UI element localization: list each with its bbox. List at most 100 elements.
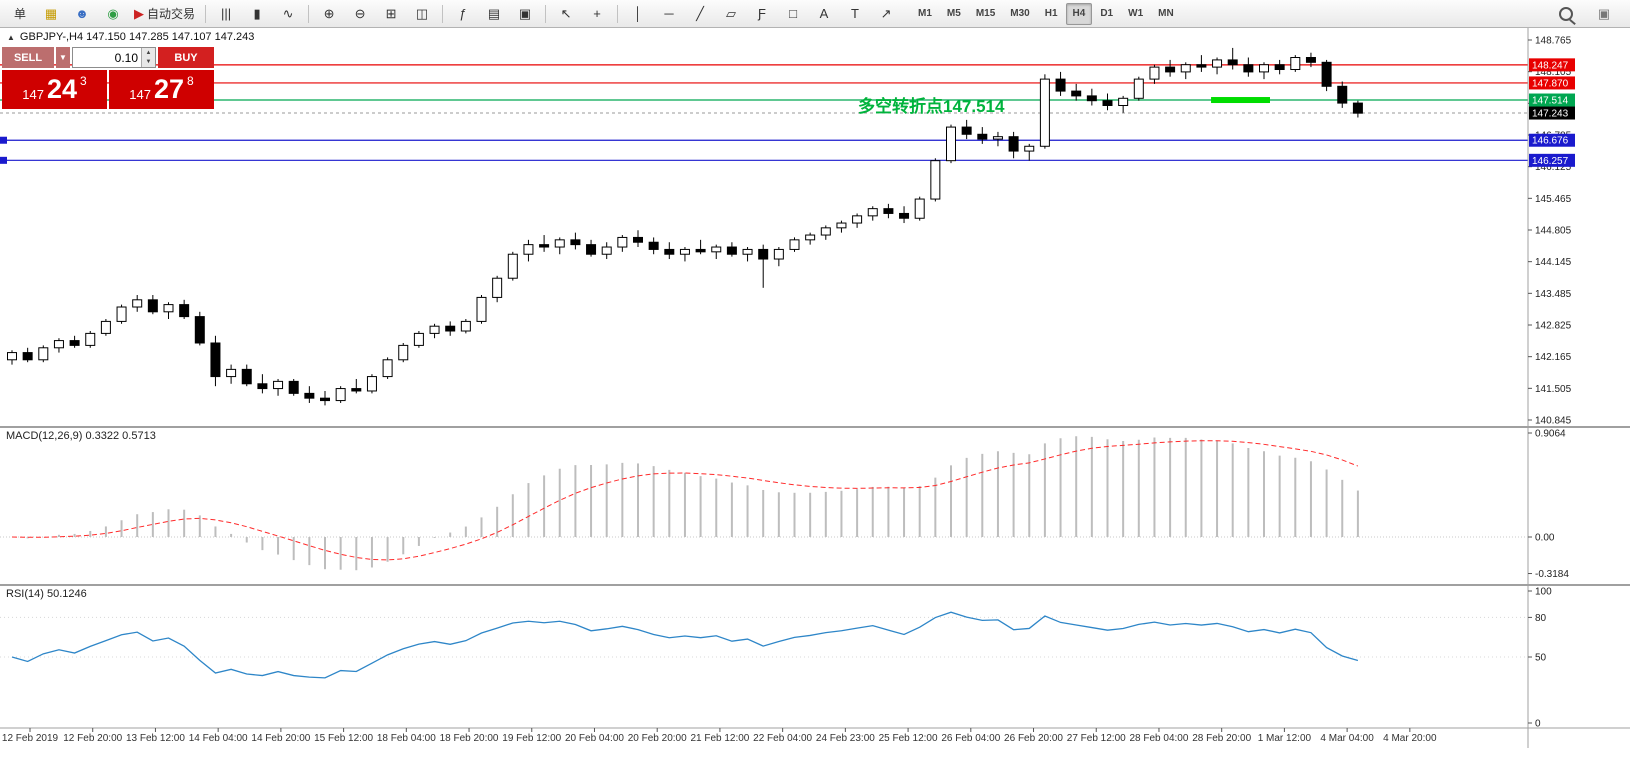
highlight-segment[interactable]	[1211, 97, 1270, 104]
candlestick-chart-icon-button[interactable]: ▮	[242, 2, 272, 26]
candle	[664, 242, 675, 260]
market-watch-icon-glyph: ▦	[44, 6, 58, 21]
candle-body	[257, 383, 268, 390]
candle-body	[633, 236, 643, 243]
lot-value[interactable]: 0.10	[114, 50, 138, 65]
price-tick-label: 143.485	[1535, 289, 1572, 300]
candle-body	[476, 296, 487, 322]
candle	[586, 239, 597, 257]
time-label: 13 Feb 12:00	[126, 733, 185, 744]
grid-icon-button[interactable]: ⊞	[376, 2, 406, 26]
candle-body	[1227, 59, 1238, 66]
order-type-dropdown[interactable]: ▼	[56, 47, 70, 68]
timeframe-h4[interactable]: H4	[1065, 2, 1093, 25]
candle	[977, 127, 988, 144]
fibonacci-icon-button[interactable]: Ƒ	[747, 2, 777, 26]
line-chart-icon-glyph: ∿	[282, 6, 294, 21]
candle	[257, 374, 268, 394]
candle-body	[85, 332, 96, 346]
new-order-button[interactable]: 单	[5, 2, 35, 26]
indicators-icon-button[interactable]: ƒ	[448, 2, 478, 26]
candle	[413, 330, 424, 348]
timeframe-mn[interactable]: MN	[1158, 8, 1174, 19]
shapes-icon-button[interactable]: □	[778, 2, 808, 26]
market-watch-icon-button[interactable]: ▦	[36, 2, 66, 26]
lot-decrease-button[interactable]: ▼	[142, 57, 155, 67]
candle	[726, 242, 737, 257]
trendline-icon-button[interactable]: ╱	[685, 2, 715, 26]
vertical-line-icon-button[interactable]: │	[623, 2, 653, 26]
candle-body	[398, 344, 409, 361]
candle	[429, 323, 440, 339]
pivot-line-price-label	[1529, 93, 1575, 107]
search-button[interactable]	[1551, 2, 1581, 26]
line-handle[interactable]	[0, 136, 7, 144]
profiles-icon: ▣	[1597, 6, 1611, 21]
text-icon-button[interactable]: A	[809, 2, 839, 26]
buy-button[interactable]: BUY	[158, 47, 214, 68]
macd-scale-label: 0.00	[1535, 533, 1555, 544]
timeframe-m5[interactable]: M5	[946, 8, 961, 19]
sell-price-button[interactable]: 147 24 3	[2, 70, 107, 109]
resistance-line-price-label	[1529, 58, 1575, 72]
zoom-out-icon-button[interactable]: ⊖	[345, 2, 375, 26]
timeframe-h1[interactable]: H1	[1044, 8, 1058, 19]
lot-increase-button[interactable]: ▲	[142, 48, 155, 58]
candle-body	[820, 227, 831, 236]
lot-size-input[interactable]: 0.10 ▲ ▼	[72, 47, 156, 68]
autotrading-button[interactable]: ▶ 自动交易	[129, 2, 200, 26]
buy-price-button[interactable]: 147 27 8	[109, 70, 214, 109]
candle-body	[1243, 64, 1254, 73]
time-label: 20 Feb 04:00	[565, 733, 624, 744]
trade-panel-toggle-icon[interactable]: ▲	[7, 32, 15, 42]
toolbar-buttons: 单 ▦ ☻ ◉ ▶ 自动交易 ||| ▮ ∿ ⊕ ⊖ ⊞ ◫ ƒ ▤ ▣ ↖ + │ ─ ╱ ▱ Ƒ □ A T ↗	[5, 2, 901, 26]
candle	[1259, 62, 1269, 80]
arrows-icon-button[interactable]: ↗	[871, 2, 901, 26]
web-globe-icon-button[interactable]: ◉	[98, 2, 128, 26]
sell-button[interactable]: SELL	[2, 47, 54, 68]
candle-body	[304, 392, 315, 399]
candle-body	[664, 248, 675, 255]
tile-windows-icon-button[interactable]: ◫	[407, 2, 437, 26]
candle	[1118, 95, 1129, 113]
candle-body	[852, 215, 863, 224]
profiles-button[interactable]: ▣	[1589, 2, 1619, 26]
periods-icon-button[interactable]: ▤	[479, 2, 509, 26]
candle-body	[1133, 78, 1144, 99]
bar-chart-icon-button[interactable]: |||	[211, 2, 241, 26]
web-globe-icon-glyph: ◉	[107, 6, 119, 21]
sell-price-sup: 3	[80, 74, 87, 88]
candle-body	[1118, 97, 1129, 106]
zoom-in-icon-button[interactable]: ⊕	[314, 2, 344, 26]
candle	[836, 220, 847, 233]
candle-body	[69, 340, 80, 346]
horizontal-line-icon-button[interactable]: ─	[654, 2, 684, 26]
line-handle[interactable]	[0, 156, 7, 164]
fibonacci-icon-glyph: Ƒ	[758, 6, 766, 21]
candle-body	[382, 359, 393, 378]
timeframe-m1[interactable]: M1	[918, 8, 932, 19]
crosshair-icon-button[interactable]: +	[582, 2, 612, 26]
navigator-icon-button[interactable]: ☻	[67, 2, 97, 26]
templates-icon-button[interactable]: ▣	[510, 2, 540, 26]
candle-body	[805, 234, 816, 241]
channel-icon-button[interactable]: ▱	[716, 2, 746, 26]
candle	[805, 232, 816, 245]
candle-body	[1165, 66, 1176, 73]
candle	[852, 213, 863, 228]
timeframe-m15[interactable]: M15	[975, 8, 996, 19]
candle-body	[413, 332, 424, 346]
text-label-icon-button[interactable]: T	[840, 2, 870, 26]
candlestick-chart-icon-glyph: ▮	[253, 6, 261, 21]
candle	[1290, 55, 1301, 72]
timeframe-m30[interactable]: M30	[1010, 8, 1030, 19]
timeframe-w1[interactable]: W1	[1128, 8, 1144, 19]
line-chart-icon-button[interactable]: ∿	[273, 2, 303, 26]
candle-body	[899, 212, 910, 219]
candle	[398, 342, 409, 363]
candle-body	[586, 244, 597, 255]
candle	[711, 244, 722, 260]
timeframe-d1[interactable]: D1	[1100, 8, 1114, 19]
cursor-icon-button[interactable]: ↖	[551, 2, 581, 26]
